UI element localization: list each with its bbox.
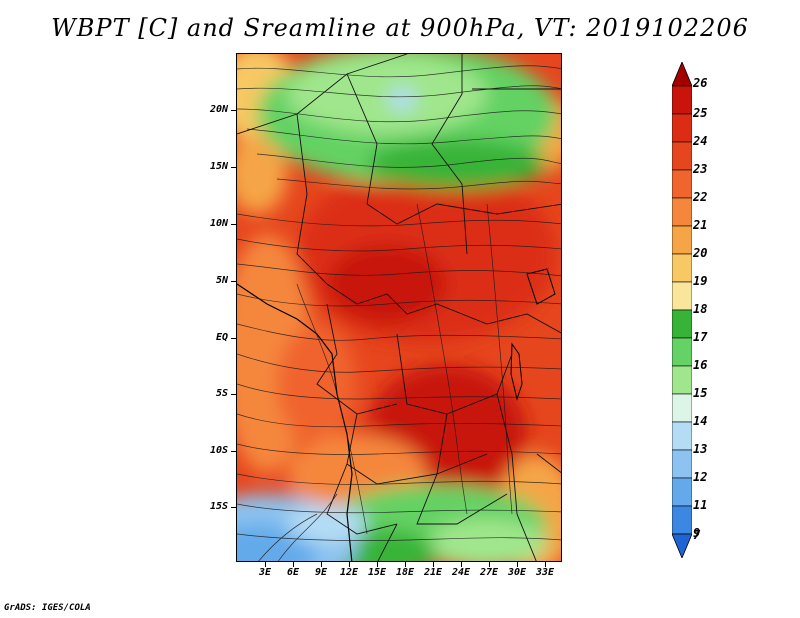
colorbar-level-label: 12 xyxy=(693,470,708,484)
lat-tick xyxy=(231,224,236,225)
lon-tick xyxy=(489,562,490,567)
lon-tick xyxy=(405,562,406,567)
colorbar-segment xyxy=(672,253,692,283)
colorbar-level-label: 16 xyxy=(693,358,708,372)
lon-label: 24E xyxy=(451,567,471,578)
colorbar-bottom-arrow xyxy=(672,533,692,558)
colorbar-level-label: 21 xyxy=(693,218,708,232)
colorbar-segment xyxy=(672,365,692,395)
colorbar-segment xyxy=(672,421,692,451)
colorbar-segment xyxy=(672,309,692,339)
lat-label: EQ xyxy=(215,332,228,343)
colorbar-level-label: 24 xyxy=(693,134,708,148)
lon-tick xyxy=(545,562,546,567)
colorbar-segment xyxy=(672,337,692,367)
colorbar-level-label: 9 xyxy=(693,526,701,540)
lat-tick xyxy=(231,338,236,339)
lon-tick xyxy=(349,562,350,567)
colorbar-segment xyxy=(672,477,692,507)
colorbar-level-label: 23 xyxy=(693,162,708,176)
lon-label: 18E xyxy=(395,567,415,578)
colorbar-level-label: 7 xyxy=(693,528,701,543)
colorbar-segment xyxy=(672,197,692,227)
lat-tick xyxy=(231,507,236,508)
colorbar-level-label: 26 xyxy=(693,75,708,90)
colorbar-level-label: 15 xyxy=(693,386,708,400)
colorbar-level-label: 25 xyxy=(693,106,708,120)
colorbar-segment xyxy=(672,85,692,115)
lat-label: 5N xyxy=(215,275,228,286)
lat-tick xyxy=(231,167,236,168)
lat-label: 15N xyxy=(209,161,228,172)
lon-tick xyxy=(517,562,518,567)
colorbar-segment xyxy=(672,393,692,423)
map-svg xyxy=(237,54,561,561)
colorbar-level-label: 14 xyxy=(693,414,708,428)
lat-label: 10S xyxy=(209,445,228,456)
streamlines xyxy=(237,65,561,561)
lon-label: 15E xyxy=(367,567,387,578)
map-panel xyxy=(236,53,562,562)
lon-label: 33E xyxy=(535,567,555,578)
lat-label: 5S xyxy=(215,388,228,399)
colorbar-segment xyxy=(672,141,692,171)
lon-tick xyxy=(433,562,434,567)
colorbar-segment xyxy=(672,169,692,199)
lon-tick xyxy=(461,562,462,567)
colorbar-top-arrow xyxy=(672,62,692,87)
lon-tick xyxy=(377,562,378,567)
colorbar-level-label: 13 xyxy=(693,442,708,456)
lat-tick xyxy=(231,281,236,282)
lake-victoria xyxy=(526,268,556,305)
lon-label: 6E xyxy=(286,567,300,578)
lat-label: 15S xyxy=(209,501,228,512)
lon-label: 12E xyxy=(339,567,359,578)
lake-tanganyika xyxy=(510,342,523,401)
lon-tick xyxy=(293,562,294,567)
lat-tick xyxy=(231,110,236,111)
lon-tick xyxy=(321,562,322,567)
colorbar-level-label: 18 xyxy=(693,302,708,316)
colorbar-segment xyxy=(672,505,692,535)
lon-label: 30E xyxy=(507,567,527,578)
lon-label: 21E xyxy=(423,567,443,578)
chart-title: WBPT [C] and Sreamline at 900hPa, VT: 20… xyxy=(51,14,749,42)
colorbar-level-label: 19 xyxy=(693,274,708,288)
colorbar-segment xyxy=(672,225,692,255)
lon-tick xyxy=(265,562,266,567)
colorbar xyxy=(672,62,692,558)
lat-tick xyxy=(231,451,236,452)
lon-label: 9E xyxy=(314,567,328,578)
lat-label: 10N xyxy=(209,218,228,229)
lon-label: 27E xyxy=(479,567,499,578)
lat-tick xyxy=(231,394,236,395)
footer-credit: GrADS: IGES/COLA xyxy=(4,603,91,613)
colorbar-level-label: 22 xyxy=(693,190,708,204)
colorbar-segment xyxy=(672,113,692,143)
lat-label: 20N xyxy=(209,104,228,115)
lon-label: 3E xyxy=(258,567,272,578)
coastline xyxy=(237,283,353,561)
colorbar-level-label: 20 xyxy=(693,246,708,260)
colorbar-level-label: 17 xyxy=(693,330,708,344)
colorbar-level-label: 11 xyxy=(693,498,708,512)
colorbar-segment xyxy=(672,281,692,311)
colorbar-segment xyxy=(672,449,692,479)
